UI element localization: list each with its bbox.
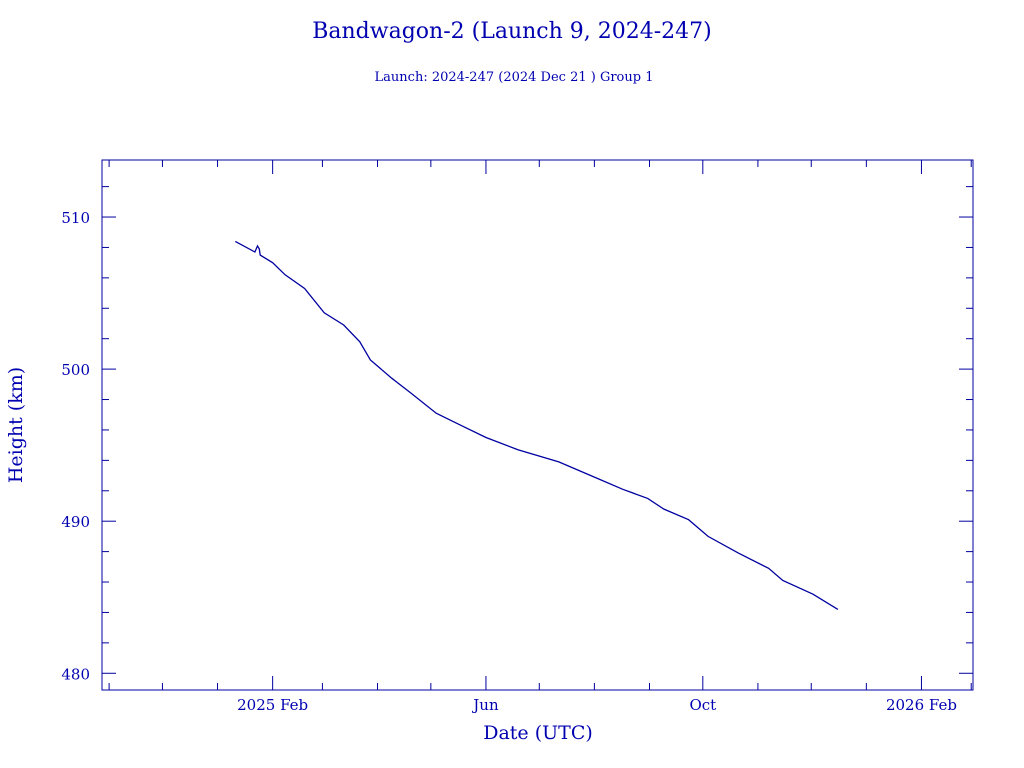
y-tick-label: 500	[61, 361, 90, 379]
x-tick-label: 2026 Feb	[886, 696, 957, 714]
y-tick-label: 510	[61, 209, 90, 227]
y-axis-label: Height (km)	[5, 367, 27, 483]
y-tick-label: 490	[61, 513, 90, 531]
height-series-line	[234, 240, 839, 610]
chart-title: Bandwagon-2 (Launch 9, 2024-247)	[312, 19, 712, 44]
y-tick-label: 480	[61, 665, 90, 683]
x-tick-label: Oct	[689, 696, 716, 714]
x-tick-label: 2025 Feb	[237, 696, 308, 714]
plot-frame	[101, 159, 974, 691]
x-tick-label: Jun	[471, 696, 499, 714]
x-axis-label: Date (UTC)	[483, 722, 593, 744]
chart-subtitle: Launch: 2024-247 (2024 Dec 21 ) Group 1	[375, 70, 654, 85]
